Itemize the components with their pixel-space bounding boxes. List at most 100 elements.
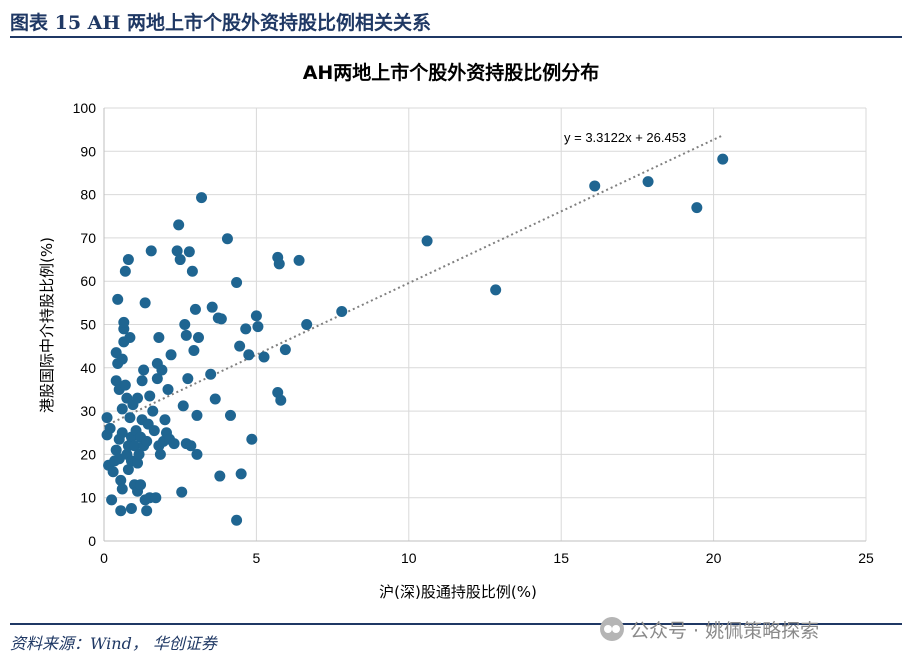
data-point: [180, 329, 192, 341]
data-point: [642, 176, 654, 188]
x-tick-label: 15: [553, 550, 569, 566]
data-point: [221, 233, 233, 245]
x-axis-label: 沪(深)股通持股比例(%): [379, 583, 537, 601]
x-tick-label: 25: [858, 550, 874, 566]
data-point: [336, 306, 348, 318]
data-point: [176, 486, 188, 498]
data-point: [112, 293, 124, 305]
data-point: [183, 246, 195, 258]
data-point: [147, 405, 159, 417]
x-tick-label: 10: [401, 550, 417, 566]
y-tick-label: 30: [80, 403, 96, 419]
data-point: [133, 448, 145, 460]
data-point: [252, 321, 264, 333]
data-point: [150, 492, 162, 504]
data-point: [154, 448, 166, 460]
x-tick-label: 0: [100, 550, 108, 566]
data-points: [101, 153, 729, 526]
trendline-group: [103, 134, 724, 428]
data-point: [116, 353, 128, 365]
data-point: [177, 400, 189, 412]
data-point: [189, 303, 201, 315]
data-point: [209, 393, 221, 405]
data-point: [205, 368, 217, 380]
data-point: [191, 448, 203, 460]
data-point: [275, 394, 287, 406]
data-point: [168, 438, 180, 450]
data-point: [116, 427, 128, 439]
data-point: [279, 344, 291, 356]
header-rule: [10, 36, 902, 38]
data-point: [116, 483, 128, 495]
data-point: [156, 364, 168, 376]
data-point: [246, 433, 258, 445]
scatter-chart: AH两地上市个股外资持股比例分布 01020304050607080901000…: [38, 61, 874, 601]
y-tick-label: 100: [73, 100, 97, 116]
data-point: [691, 202, 703, 214]
data-point: [173, 219, 185, 231]
y-tick-label: 60: [80, 273, 96, 289]
data-point: [153, 331, 165, 343]
watermark-text: 公众号 · 姚佩策略探索: [630, 619, 820, 642]
data-point: [243, 349, 255, 361]
data-point: [235, 468, 247, 480]
axes: 0 10 20 30 40 50 60 70 80 90 100 0 5 10 15 20 25: [73, 100, 874, 566]
data-point: [231, 276, 243, 288]
trendline: [103, 134, 724, 428]
data-point: [119, 265, 131, 277]
y-tick-label: 90: [80, 143, 96, 159]
data-point: [273, 258, 285, 270]
data-point: [224, 409, 236, 421]
source-note: 资料来源：Wind， 华创证券: [10, 634, 217, 653]
x-tick-label: 5: [253, 550, 261, 566]
data-point: [717, 153, 729, 165]
data-point: [151, 373, 163, 385]
data-point: [110, 444, 122, 456]
data-point: [124, 412, 136, 424]
data-point: [258, 351, 270, 363]
data-point: [215, 313, 227, 325]
data-point: [165, 349, 177, 361]
data-point: [115, 474, 127, 486]
data-point: [182, 373, 194, 385]
data-point: [589, 180, 601, 192]
data-point: [179, 319, 191, 330]
data-point: [115, 505, 127, 517]
data-point: [214, 470, 226, 482]
data-point: [128, 440, 140, 452]
data-point: [421, 235, 433, 247]
data-point: [106, 494, 118, 506]
data-point: [110, 375, 122, 387]
data-point: [139, 297, 151, 309]
data-point: [206, 301, 218, 313]
data-point: [145, 245, 157, 257]
y-tick-label: 70: [80, 230, 96, 246]
y-tick-label: 20: [80, 446, 96, 462]
data-point: [138, 364, 150, 376]
y-tick-label: 40: [80, 360, 96, 376]
watermark: 公众号 · 姚佩策略探索: [600, 614, 819, 644]
data-point: [490, 284, 502, 296]
data-point: [293, 254, 305, 266]
data-point: [174, 254, 186, 266]
figure-header: 图表 15 AH 两地上市个股外资持股比例相关关系: [10, 6, 902, 36]
data-point: [141, 435, 153, 447]
y-tick-label: 0: [88, 533, 96, 549]
chart-title: AH两地上市个股外资持股比例分布: [303, 61, 600, 84]
data-point: [122, 254, 134, 266]
data-point: [135, 479, 147, 491]
data-point: [185, 440, 197, 452]
y-tick-label: 10: [80, 490, 96, 506]
data-point: [240, 323, 252, 335]
data-point: [188, 344, 200, 356]
data-point: [141, 505, 153, 517]
data-point: [136, 375, 148, 387]
data-point: [119, 379, 131, 391]
data-point: [234, 340, 246, 352]
data-point: [186, 265, 198, 277]
data-point: [107, 466, 119, 478]
y-tick-label: 50: [80, 317, 96, 333]
data-point: [301, 319, 313, 330]
y-axis-label: 港股国际中介持股比例(%): [38, 237, 56, 413]
data-point: [250, 310, 262, 322]
